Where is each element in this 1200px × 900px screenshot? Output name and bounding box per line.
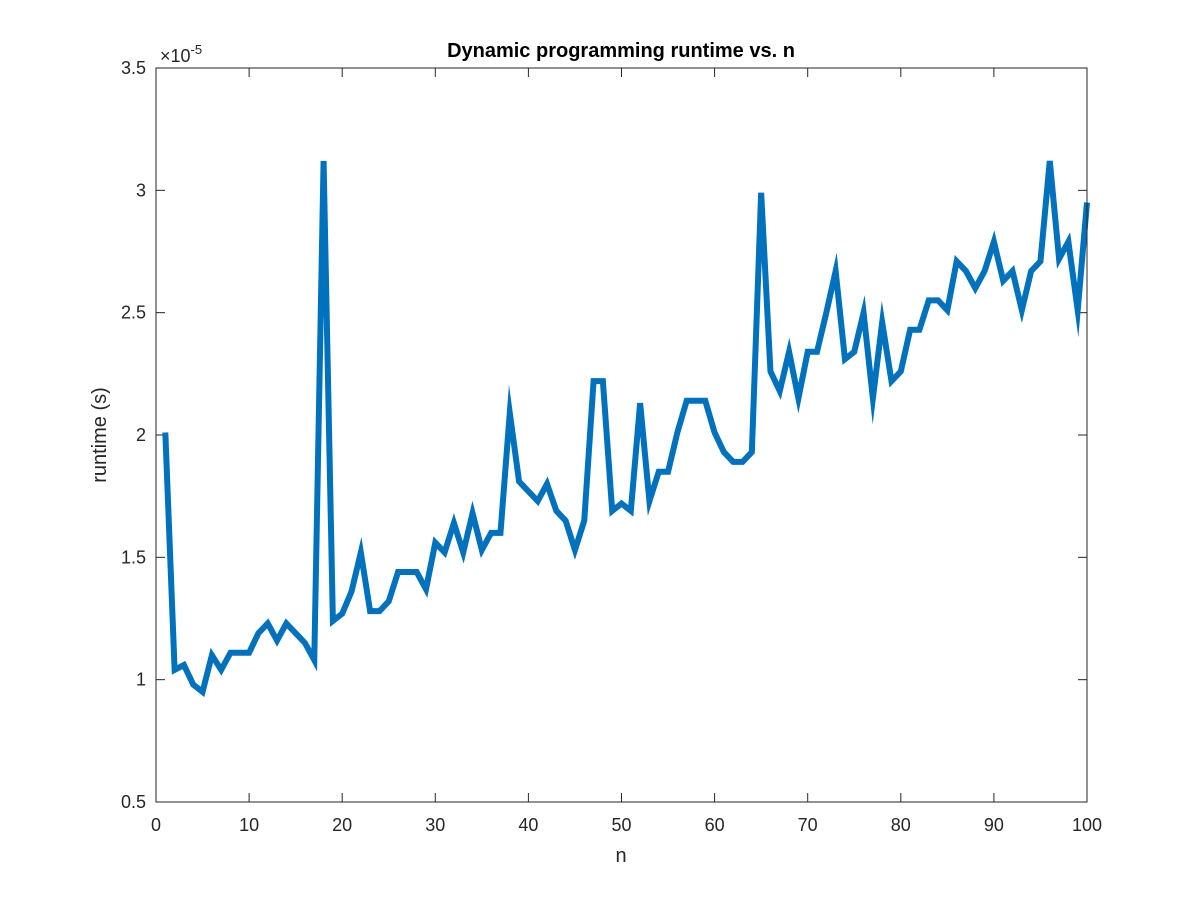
x-tick-label: 80 xyxy=(891,815,911,835)
plot-frame xyxy=(155,67,1088,803)
y-axis-label: runtime (s) xyxy=(89,387,111,483)
exponent-base: ×10 xyxy=(160,46,191,66)
plot-background xyxy=(156,68,1087,802)
y-tick-label: 0.5 xyxy=(121,792,146,812)
x-tick-label: 70 xyxy=(798,815,818,835)
series-line xyxy=(162,160,1090,698)
x-tick-label: 20 xyxy=(332,815,352,835)
x-tick-label: 100 xyxy=(1072,815,1102,835)
x-tick-label: 90 xyxy=(984,815,1004,835)
exponent-power: -5 xyxy=(191,42,203,57)
x-tick-label: 40 xyxy=(518,815,538,835)
y-tick-label: 1 xyxy=(136,670,146,690)
x-tick-label: 60 xyxy=(705,815,725,835)
y-tick-label: 3 xyxy=(136,180,146,200)
tick-labels: 0 10 20 30 40 50 60 70 80 90 100 0.5 1 1.5 2 2.5 3 3.5 xyxy=(121,58,1102,835)
x-tick-label: 50 xyxy=(611,815,631,835)
chart-title: Dynamic programming runtime vs. n xyxy=(447,40,795,62)
series-layer xyxy=(162,160,1090,698)
y-tick-label: 2 xyxy=(136,425,146,445)
y-axis-exponent: ×10-5 xyxy=(160,42,202,66)
x-tick-label: 30 xyxy=(425,815,445,835)
y-tick-label: 1.5 xyxy=(121,547,146,567)
y-tick-label: 3.5 xyxy=(121,58,146,78)
y-tick-label: 2.5 xyxy=(121,303,146,323)
x-axis-label: n xyxy=(615,845,626,867)
x-tick-label: 10 xyxy=(239,815,259,835)
x-tick-label: 0 xyxy=(151,815,161,835)
